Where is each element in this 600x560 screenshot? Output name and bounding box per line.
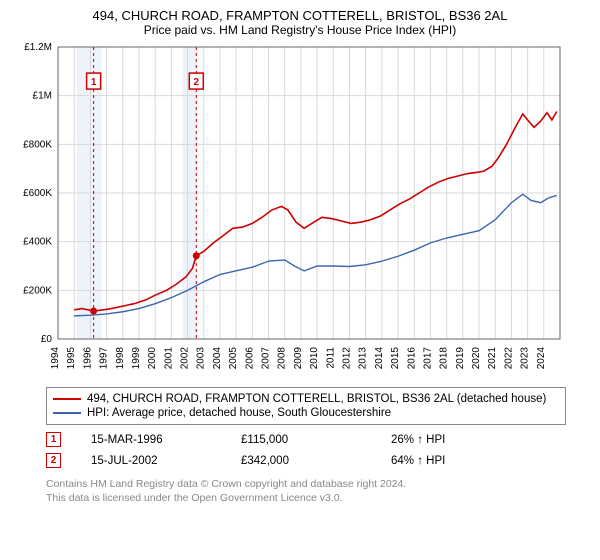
svg-text:1998: 1998 — [115, 347, 126, 370]
svg-text:2002: 2002 — [180, 347, 191, 370]
legend: 494, CHURCH ROAD, FRAMPTON COTTERELL, BR… — [46, 387, 566, 425]
svg-text:£1M: £1M — [33, 91, 52, 102]
svg-text:2014: 2014 — [374, 347, 385, 370]
marker-table: 1 15-MAR-1996 £115,000 26% ↑ HPI 2 15-JUL-200… — [46, 429, 590, 471]
svg-text:2: 2 — [194, 77, 200, 88]
legend-swatch — [53, 412, 81, 414]
svg-text:2006: 2006 — [244, 347, 255, 370]
svg-text:2000: 2000 — [147, 347, 158, 370]
svg-text:2008: 2008 — [277, 347, 288, 370]
chart-subtitle: Price paid vs. HM Land Registry's House … — [10, 23, 590, 37]
footer-line: This data is licensed under the Open Gov… — [46, 491, 590, 505]
marker-number-box: 2 — [46, 453, 61, 468]
legend-swatch — [53, 398, 81, 400]
marker-pct: 26% ↑ HPI — [391, 434, 511, 446]
svg-text:2011: 2011 — [325, 347, 336, 369]
line-chart-svg: £0 £200K £400K £600K £800K £1M £1.2M 1994 1995 19… — [10, 41, 570, 381]
marker-pct: 64% ↑ HPI — [391, 455, 511, 467]
svg-text:2022: 2022 — [503, 347, 514, 370]
svg-text:£0: £0 — [41, 334, 53, 345]
svg-text:2007: 2007 — [261, 347, 272, 370]
svg-text:2015: 2015 — [390, 347, 401, 370]
svg-text:2013: 2013 — [358, 347, 369, 370]
legend-label: HPI: Average price, detached house, Sout… — [87, 407, 391, 419]
svg-text:2005: 2005 — [228, 347, 239, 370]
svg-text:2019: 2019 — [455, 347, 466, 370]
svg-text:2010: 2010 — [309, 347, 320, 370]
footer-line: Contains HM Land Registry data © Crown c… — [46, 477, 590, 491]
svg-text:2003: 2003 — [196, 347, 207, 370]
marker-date: 15-MAR-1996 — [91, 434, 211, 446]
svg-text:1994: 1994 — [50, 347, 61, 370]
svg-text:1999: 1999 — [131, 347, 142, 370]
svg-text:2012: 2012 — [341, 347, 352, 370]
svg-text:2024: 2024 — [536, 347, 547, 370]
svg-text:2023: 2023 — [520, 347, 531, 370]
svg-text:1: 1 — [91, 77, 97, 88]
svg-text:£800K: £800K — [23, 139, 52, 150]
svg-text:2001: 2001 — [163, 347, 174, 370]
svg-text:£1.2M: £1.2M — [24, 42, 52, 53]
marker-price: £342,000 — [241, 455, 361, 467]
svg-text:2021: 2021 — [487, 347, 498, 370]
svg-text:£600K: £600K — [23, 188, 52, 199]
chart-title: 494, CHURCH ROAD, FRAMPTON COTTERELL, BR… — [10, 8, 590, 23]
chart-plot: £0 £200K £400K £600K £800K £1M £1.2M 1994 1995 19… — [10, 41, 590, 381]
chart-container: 494, CHURCH ROAD, FRAMPTON COTTERELL, BR… — [0, 0, 600, 515]
svg-text:2009: 2009 — [293, 347, 304, 370]
svg-text:1997: 1997 — [99, 347, 110, 370]
legend-row: HPI: Average price, detached house, Sout… — [53, 406, 559, 420]
legend-row: 494, CHURCH ROAD, FRAMPTON COTTERELL, BR… — [53, 392, 559, 406]
marker-row: 1 15-MAR-1996 £115,000 26% ↑ HPI — [46, 429, 590, 450]
svg-text:£400K: £400K — [23, 237, 52, 248]
marker-price: £115,000 — [241, 434, 361, 446]
footer-attribution: Contains HM Land Registry data © Crown c… — [46, 477, 590, 505]
marker-row: 2 15-JUL-2002 £342,000 64% ↑ HPI — [46, 450, 590, 471]
svg-text:2016: 2016 — [406, 347, 417, 370]
svg-text:2018: 2018 — [439, 347, 450, 370]
svg-text:£200K: £200K — [23, 285, 52, 296]
legend-label: 494, CHURCH ROAD, FRAMPTON COTTERELL, BR… — [87, 393, 546, 405]
svg-text:2004: 2004 — [212, 347, 223, 370]
svg-text:2020: 2020 — [471, 347, 482, 370]
marker-number-box: 1 — [46, 432, 61, 447]
marker-date: 15-JUL-2002 — [91, 455, 211, 467]
svg-text:2017: 2017 — [422, 347, 433, 370]
svg-text:1995: 1995 — [66, 347, 77, 370]
svg-text:1996: 1996 — [82, 347, 93, 370]
